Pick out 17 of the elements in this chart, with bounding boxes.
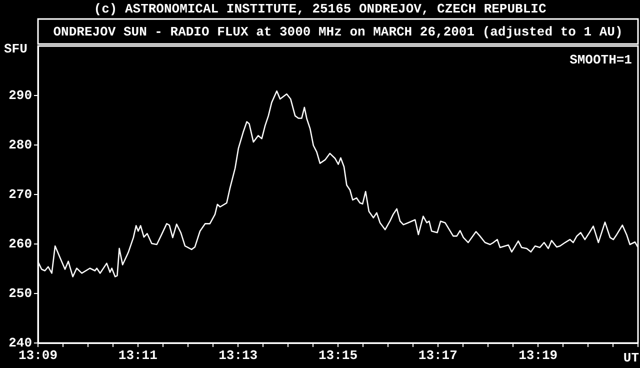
text: (c) ASTRONOMICAL INSTITUTE, 25165 ONDREJOV, CZECH REPUBLIC	[94, 1, 546, 16]
y-tick-label: 240	[8, 335, 32, 350]
x-tick-label: 13:13	[218, 348, 258, 364]
annotation: SMOOTH=1	[570, 52, 632, 68]
y-axis-title: SFU	[4, 41, 28, 56]
x-tick-label: 13:17	[418, 348, 458, 364]
x-tick-label: 13:11	[118, 348, 158, 364]
y-tick-label: 290	[8, 88, 32, 103]
x-tick-label: 13:19	[518, 348, 558, 364]
y-tick-label: 280	[8, 137, 32, 152]
y-tick-label: 250	[8, 286, 32, 301]
chart-title: ONDREJOV SUN - RADIO FLUX at 3000 MHz on MARCH 26,2001 (adjusted to 1 AU)	[53, 24, 623, 40]
y-tick-label: 270	[8, 186, 32, 202]
x-tick-label: 13:09	[18, 348, 58, 364]
x-axis-title: UT	[623, 350, 640, 366]
y-tick-label: 260	[8, 236, 32, 252]
x-tick-label: 13:15	[318, 348, 358, 364]
